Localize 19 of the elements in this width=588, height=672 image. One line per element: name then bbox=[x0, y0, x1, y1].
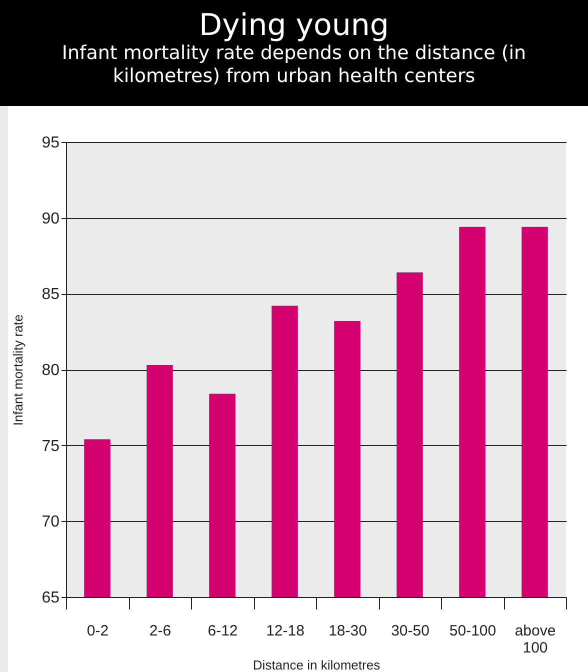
y-tick-label: 90 bbox=[42, 210, 60, 228]
y-axis-title: Infant mortality rate bbox=[10, 314, 26, 426]
x-tick-label: 18-30 bbox=[328, 622, 367, 640]
x-tick-label: 2-6 bbox=[149, 622, 172, 640]
y-tick-label: 65 bbox=[42, 590, 60, 606]
y-tick-label: 70 bbox=[42, 514, 60, 531]
x-tick-label: above 100 bbox=[514, 622, 556, 656]
y-tick-label: 75 bbox=[42, 438, 60, 455]
chart-title: Dying young bbox=[198, 8, 390, 43]
y-tick-label: 95 bbox=[42, 134, 60, 152]
y-tick-label: 85 bbox=[42, 286, 60, 304]
x-tick-label: 30-50 bbox=[391, 622, 430, 640]
x-tick-label: 12-18 bbox=[266, 622, 304, 640]
x-axis-title: Distance in kilometres bbox=[252, 658, 381, 672]
chart-subtitle: Infant mortality rate depends on the distance (in kilometres) from urban health centers bbox=[60, 42, 528, 88]
x-tick-label: 50-100 bbox=[449, 622, 496, 640]
x-tick-label: 6-12 bbox=[208, 622, 238, 640]
x-tick-label: 0-2 bbox=[86, 622, 109, 640]
y-tick-label: 80 bbox=[42, 362, 60, 379]
